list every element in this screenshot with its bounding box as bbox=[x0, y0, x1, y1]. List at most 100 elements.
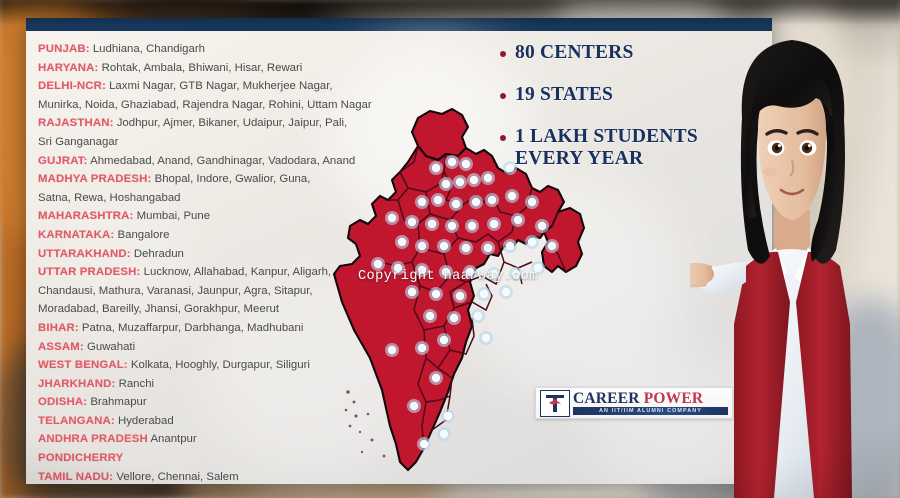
state-cities: Lucknow, Allahabad, Kanpur, Aligarh, bbox=[140, 266, 332, 279]
career-power-emblem-icon bbox=[540, 389, 570, 417]
state-name: UTTARAKHAND: bbox=[38, 247, 131, 260]
state-entry: HARYANA: Rohtak, Ambala, Bhiwani, Hisar,… bbox=[38, 59, 383, 78]
state-name: RAJASTHAN: bbox=[38, 117, 114, 130]
state-cities: Kolkata, Hooghly, Durgapur, Siliguri bbox=[127, 359, 310, 372]
center-dot bbox=[525, 195, 539, 209]
center-dot bbox=[415, 341, 429, 355]
center-dot bbox=[429, 371, 443, 385]
center-dot bbox=[469, 195, 483, 209]
center-dot bbox=[441, 409, 455, 423]
state-name: WEST BENGAL: bbox=[38, 359, 128, 372]
center-dot bbox=[429, 161, 443, 175]
state-name: ANDHRA PRADESH bbox=[38, 433, 148, 446]
center-dot bbox=[385, 211, 399, 225]
center-dot bbox=[471, 309, 485, 323]
state-cities: Ranchi bbox=[115, 377, 155, 390]
center-dot bbox=[481, 241, 495, 255]
center-dot bbox=[485, 193, 499, 207]
state-entry: PUNJAB: Ludhiana, Chandigarh bbox=[38, 40, 383, 59]
state-name: PUNJAB: bbox=[38, 43, 90, 55]
center-dot bbox=[487, 217, 501, 231]
center-dot bbox=[395, 235, 409, 249]
center-dot bbox=[479, 331, 493, 345]
state-cities: Bangalore bbox=[114, 228, 170, 241]
stat-bullet-icon bbox=[500, 51, 506, 57]
state-cities: Laxmi Nagar, GTB Nagar, Mukherjee Nagar, bbox=[105, 80, 333, 93]
board-top-bar bbox=[26, 18, 772, 31]
state-cities: Mumbai, Pune bbox=[133, 210, 211, 223]
center-dot bbox=[467, 173, 481, 187]
center-dot bbox=[431, 193, 445, 207]
center-dot bbox=[429, 287, 443, 301]
state-name: BIHAR: bbox=[38, 321, 79, 334]
state-name: HARYANA: bbox=[38, 61, 99, 74]
stat-label: 1 LAKH STUDENTS EVERY YEAR bbox=[515, 126, 698, 169]
state-name: DELHI-NCR: bbox=[38, 80, 106, 93]
center-dot bbox=[415, 239, 429, 253]
state-name: PONDICHERRY bbox=[38, 452, 124, 465]
state-cities: Hyderabad bbox=[114, 414, 174, 427]
state-cities: Anantpur bbox=[147, 433, 197, 446]
center-dot bbox=[459, 241, 473, 255]
center-dot bbox=[545, 239, 559, 253]
state-cities: Brahmapur bbox=[87, 396, 147, 409]
island-dots bbox=[344, 390, 386, 458]
center-dot bbox=[385, 343, 399, 357]
center-dot bbox=[505, 189, 519, 203]
stat-label-line2: EVERY YEAR bbox=[515, 148, 644, 169]
center-dot bbox=[503, 239, 517, 253]
state-name: ODISHA: bbox=[38, 396, 88, 409]
state-name: KARNATAKA: bbox=[38, 228, 115, 241]
center-dot bbox=[437, 239, 451, 253]
state-name: MADHYA PRADESH: bbox=[38, 173, 152, 186]
center-dot bbox=[437, 333, 451, 347]
center-dot bbox=[453, 289, 467, 303]
center-dot bbox=[445, 155, 459, 169]
center-dot bbox=[405, 285, 419, 299]
state-cities: Jodhpur, Ajmer, Bikaner, Udaipur, Jaipur… bbox=[113, 117, 348, 130]
center-dot bbox=[477, 287, 491, 301]
state-name: JHARKHAND: bbox=[38, 377, 116, 390]
center-dot bbox=[465, 219, 479, 233]
stat-bullet-icon bbox=[500, 135, 506, 141]
center-dot bbox=[535, 219, 549, 233]
stat-label: 19 STATES bbox=[515, 84, 614, 105]
center-dot bbox=[425, 217, 439, 231]
center-dot bbox=[437, 427, 451, 441]
state-cities: Vellore, Chennai, Salem bbox=[113, 470, 239, 483]
state-cities: Ahmedabad, Anand, Gandhinagar, Vadodara,… bbox=[87, 154, 356, 167]
center-dot bbox=[447, 311, 461, 325]
state-name: GUJRAT: bbox=[38, 154, 88, 167]
state-cities: Ludhiana, Chandigarh bbox=[89, 43, 205, 55]
center-dot bbox=[459, 157, 473, 171]
center-dot bbox=[449, 197, 463, 211]
center-dot bbox=[417, 437, 431, 451]
center-dot bbox=[499, 285, 513, 299]
state-entry: DELHI-NCR: Laxmi Nagar, GTB Nagar, Mukhe… bbox=[38, 77, 383, 96]
state-name: UTTAR PRADESH: bbox=[38, 266, 141, 279]
center-dot bbox=[407, 399, 421, 413]
center-dot bbox=[445, 219, 459, 233]
center-dot bbox=[453, 175, 467, 189]
state-name: TELANGANA: bbox=[38, 414, 115, 427]
copyright-watermark: Copyright haarway.com bbox=[358, 269, 538, 284]
state-cities: Rohtak, Ambala, Bhiwani, Hisar, Rewari bbox=[98, 61, 303, 74]
stat-bullet-icon bbox=[500, 93, 506, 99]
center-dot bbox=[439, 177, 453, 191]
center-dot bbox=[405, 215, 419, 229]
state-name: TAMIL NADU: bbox=[38, 470, 114, 483]
logo-word-career: CAREER bbox=[573, 389, 640, 407]
center-dot bbox=[481, 171, 495, 185]
presentation-board: PUNJAB: Ludhiana, Chandigarh HARYANA: Roh… bbox=[26, 18, 772, 498]
state-cities: Patna, Muzaffarpur, Darbhanga, Madhubani bbox=[78, 321, 304, 334]
state-cities: Dehradun bbox=[130, 247, 184, 260]
state-cities: Guwahati bbox=[83, 340, 136, 353]
state-cities: Bhopal, Indore, Gwalior, Guna, bbox=[151, 173, 311, 186]
animated-female-presenter bbox=[690, 0, 900, 498]
center-dot bbox=[415, 195, 429, 209]
state-name: ASSAM: bbox=[38, 340, 84, 353]
center-dot bbox=[511, 213, 525, 227]
center-dot bbox=[525, 235, 539, 249]
center-dot bbox=[423, 309, 437, 323]
state-name: MAHARASHTRA: bbox=[38, 210, 134, 223]
